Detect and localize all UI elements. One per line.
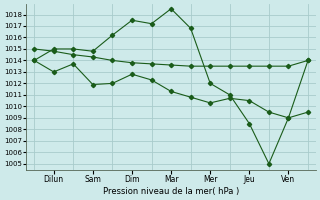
X-axis label: Pression niveau de la mer( hPa ): Pression niveau de la mer( hPa )	[103, 187, 239, 196]
